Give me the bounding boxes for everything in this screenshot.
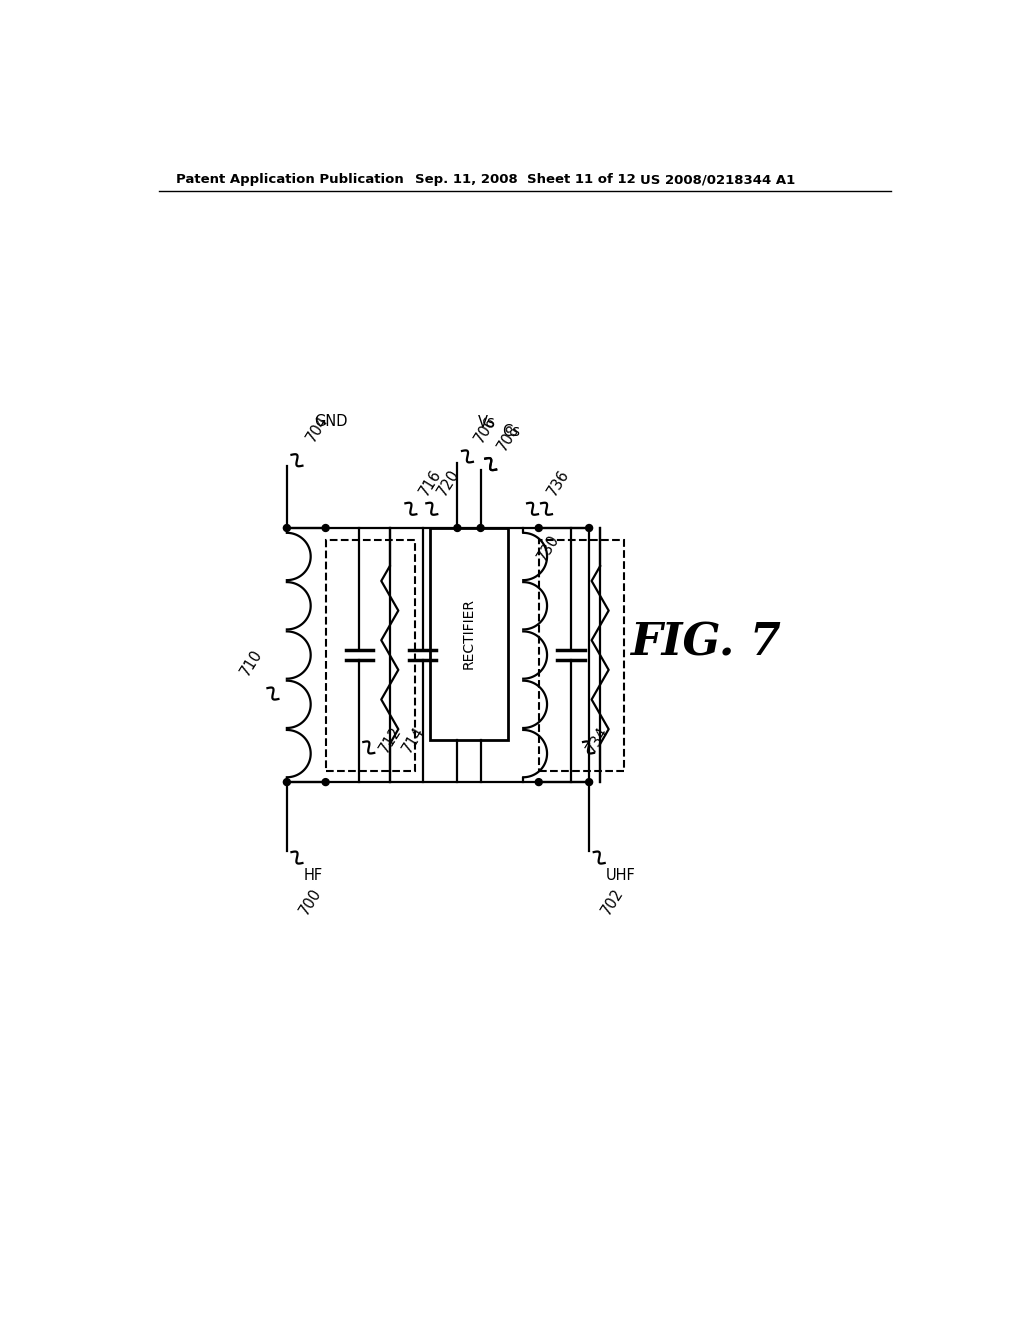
Text: 720: 720: [434, 467, 462, 499]
Text: UHF: UHF: [606, 869, 636, 883]
Text: 704: 704: [304, 413, 332, 445]
Text: 730: 730: [535, 532, 561, 564]
Circle shape: [323, 524, 329, 532]
Text: Cs: Cs: [503, 425, 520, 440]
Text: 712: 712: [377, 723, 404, 755]
Text: 708: 708: [495, 421, 522, 453]
Bar: [326, 540, 415, 771]
Text: US 2008/0218344 A1: US 2008/0218344 A1: [640, 173, 795, 186]
Text: 714: 714: [399, 723, 427, 755]
Text: 700: 700: [296, 886, 324, 917]
Text: 706: 706: [471, 414, 499, 446]
Text: 710: 710: [238, 647, 265, 678]
Bar: [430, 528, 508, 739]
Text: FIG. 7: FIG. 7: [630, 622, 781, 665]
Circle shape: [477, 524, 484, 532]
Circle shape: [323, 779, 329, 785]
Text: 716: 716: [417, 467, 443, 499]
Circle shape: [284, 524, 291, 532]
Text: HF: HF: [304, 869, 323, 883]
Circle shape: [536, 524, 543, 532]
Text: RECTIFIER: RECTIFIER: [462, 598, 476, 669]
Text: Vs: Vs: [477, 416, 496, 430]
Text: GND: GND: [314, 414, 347, 429]
Text: Sep. 11, 2008  Sheet 11 of 12: Sep. 11, 2008 Sheet 11 of 12: [415, 173, 636, 186]
Text: 702: 702: [598, 886, 626, 917]
Circle shape: [536, 779, 543, 785]
Circle shape: [284, 779, 291, 785]
Text: 736: 736: [545, 467, 572, 499]
Text: 734: 734: [583, 723, 610, 755]
Text: Patent Application Publication: Patent Application Publication: [176, 173, 403, 186]
Circle shape: [586, 524, 593, 532]
Bar: [539, 540, 624, 771]
Circle shape: [454, 524, 461, 532]
Circle shape: [586, 779, 593, 785]
